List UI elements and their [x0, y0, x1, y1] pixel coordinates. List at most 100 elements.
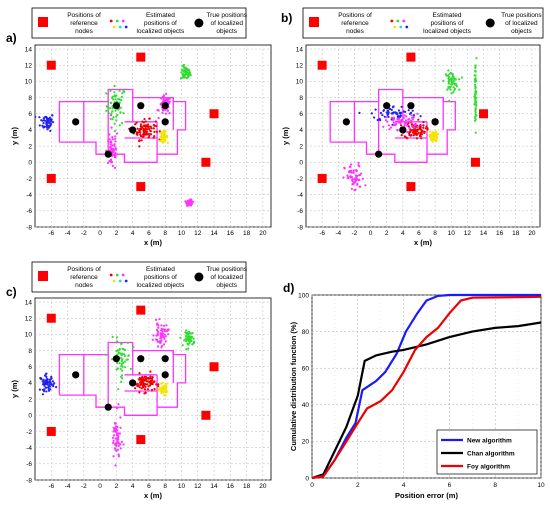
- estimated-point: [111, 358, 114, 361]
- estimated-point: [390, 112, 393, 115]
- x-tick-label: 18: [243, 230, 251, 237]
- estimated-point: [108, 133, 111, 136]
- legend-true-label: of localized: [210, 274, 243, 281]
- estimated-point: [155, 383, 158, 386]
- estimated-point: [419, 115, 422, 118]
- estimated-point: [120, 440, 123, 443]
- estimated-point: [111, 160, 114, 164]
- estimated-point: [155, 334, 158, 337]
- legend-estimated-label: localized objects: [423, 28, 471, 35]
- estimated-point: [446, 74, 450, 77]
- estimated-point: [447, 79, 450, 83]
- estimated-point: [188, 341, 191, 345]
- estimated-point: [155, 323, 159, 326]
- estimated-position-marker: [115, 273, 119, 277]
- estimated-point: [475, 57, 478, 60]
- estimated-point: [120, 380, 123, 383]
- estimated-point: [117, 455, 120, 458]
- estimated-point: [49, 388, 52, 391]
- estimated-point: [419, 134, 422, 137]
- estimated-point: [404, 119, 408, 122]
- estimated-point: [351, 178, 354, 181]
- estimated-point: [413, 126, 416, 129]
- x-tick-label: -4: [65, 230, 71, 237]
- estimated-point: [420, 130, 424, 133]
- estimated-point: [180, 77, 183, 80]
- x-tick-label: -4: [335, 230, 341, 237]
- estimated-point: [111, 154, 114, 157]
- estimated-point: [112, 98, 115, 101]
- true-position: [104, 150, 112, 158]
- estimated-point: [166, 109, 169, 112]
- x-tick-label: 16: [227, 483, 235, 490]
- estimated-point: [374, 108, 377, 111]
- estimated-point: [392, 105, 395, 108]
- estimated-point: [138, 378, 141, 381]
- legend-reference-label: reference: [70, 274, 98, 281]
- estimated-point: [49, 129, 52, 132]
- legend-reference-label: reference: [70, 20, 98, 27]
- estimated-position-marker: [121, 273, 125, 277]
- x-tick-label: 18: [243, 483, 251, 490]
- estimated-point: [165, 390, 168, 394]
- x-tick-label: 8: [163, 230, 167, 237]
- estimated-point: [155, 338, 159, 341]
- estimated-point: [111, 164, 114, 167]
- estimated-point: [412, 115, 415, 118]
- y-axis-label: y (m): [10, 380, 19, 398]
- estimated-point: [422, 124, 425, 127]
- estimated-point: [161, 111, 164, 114]
- x-tick-label: 12: [464, 230, 472, 237]
- reference-node: [317, 60, 327, 70]
- estimated-point: [187, 200, 190, 203]
- estimated-point: [42, 122, 45, 125]
- estimated-point: [444, 73, 447, 76]
- estimated-position-marker: [112, 279, 116, 283]
- x-tick-label: -4: [65, 483, 71, 490]
- legend-frame: [302, 7, 544, 39]
- y-tick-label: 14: [25, 299, 33, 306]
- estimated-point: [475, 96, 478, 99]
- reference-node-marker: [38, 271, 48, 281]
- estimated-point: [145, 380, 149, 383]
- estimated-point: [473, 103, 476, 106]
- estimated-point: [343, 166, 346, 169]
- estimated-point: [157, 109, 160, 112]
- x-tick-label: 20: [528, 230, 536, 237]
- estimated-point: [474, 118, 477, 121]
- estimated-point: [164, 335, 167, 338]
- estimated-point: [416, 125, 419, 128]
- estimated-point: [458, 78, 461, 81]
- estimated-point: [185, 77, 188, 80]
- estimated-point: [111, 144, 114, 147]
- estimated-point: [118, 348, 121, 351]
- estimated-point: [350, 171, 353, 174]
- estimated-point: [164, 136, 167, 139]
- estimated-point: [449, 88, 452, 91]
- estimated-point: [157, 326, 160, 329]
- estimated-point: [353, 178, 356, 181]
- estimated-point: [191, 331, 194, 335]
- estimated-point: [47, 389, 51, 392]
- x-tick-label: 0: [98, 483, 102, 490]
- x-tick-label: 8: [493, 482, 497, 489]
- estimated-point: [418, 127, 421, 130]
- estimated-point: [416, 128, 419, 131]
- estimated-point: [38, 116, 41, 119]
- reference-node-marker: [38, 17, 48, 27]
- x-tick-label: 6: [417, 230, 421, 237]
- estimated-point: [115, 94, 118, 97]
- estimated-point: [431, 132, 434, 135]
- estimated-point: [153, 130, 156, 133]
- estimated-point: [120, 121, 124, 124]
- estimated-point: [111, 138, 114, 141]
- estimated-point: [120, 342, 123, 345]
- estimated-point: [353, 189, 356, 192]
- y-tick-label: -2: [26, 176, 32, 183]
- estimated-point: [358, 174, 361, 177]
- estimated-position-marker: [118, 25, 122, 29]
- y-tick-label: 4: [299, 127, 303, 134]
- estimated-point: [414, 123, 417, 126]
- estimated-point: [155, 130, 158, 133]
- x-tick-label: 6: [147, 483, 151, 490]
